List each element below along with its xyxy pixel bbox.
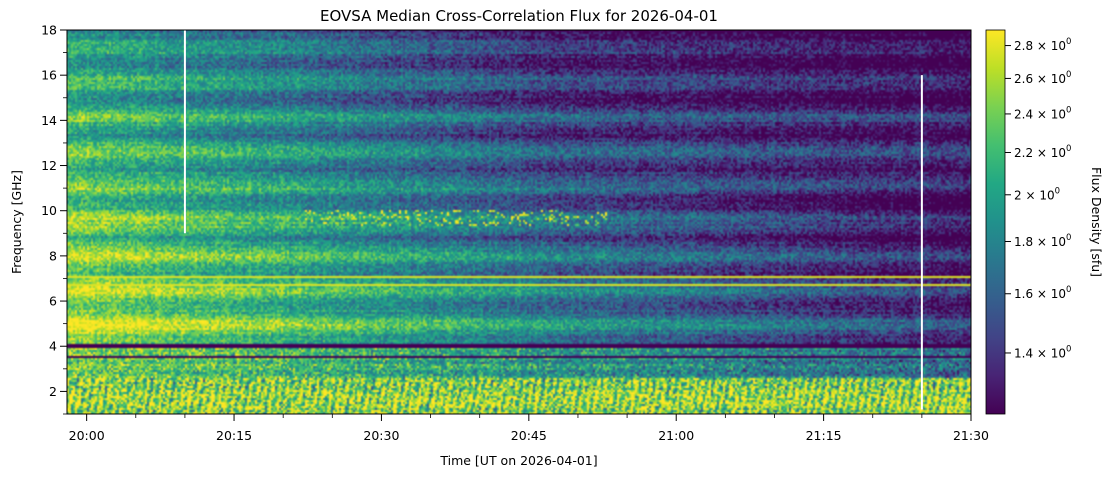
y-tick-label: 6 [49, 294, 57, 309]
x-tick-label: 20:30 [363, 428, 399, 443]
y-tick-label: 8 [49, 248, 57, 263]
x-axis-label: Time [UT on 2026-04-01] [439, 453, 597, 468]
plot-frame [66, 29, 972, 415]
x-tick-label: 20:45 [511, 428, 547, 443]
colorbar-tick-label: 2.4 × 100 [1014, 105, 1071, 121]
y-axis: 2 4 6 8 10 12 14 16 18 [41, 23, 67, 415]
colorbar-ticks: 1.4 × 100 1.6 × 100 1.8 × 100 2 × 100 2.2 × … [1005, 37, 1071, 360]
x-tick-label: 20:15 [216, 428, 252, 443]
colorbar-tick-label: 1.8 × 100 [1014, 233, 1071, 249]
y-axis-label: Frequency [GHz] [9, 170, 24, 274]
x-tick-label: 21:15 [806, 428, 842, 443]
colorbar-tick-label: 1.6 × 100 [1014, 285, 1071, 301]
x-tick-label: 20:00 [69, 428, 105, 443]
x-tick-label: 21:30 [953, 428, 989, 443]
plot-area [66, 29, 972, 415]
y-tick-label: 18 [41, 23, 57, 38]
colorbar-tick-label: 2 × 100 [1014, 186, 1060, 202]
y-tick-label: 4 [49, 339, 57, 354]
y-tick-label: 12 [41, 158, 57, 173]
colorbar-tick-label: 2.6 × 100 [1014, 70, 1071, 86]
colorbar-tick-label: 1.4 × 100 [1014, 344, 1071, 360]
colorbar-gradient [985, 29, 1006, 415]
y-tick-label: 16 [41, 68, 57, 83]
colorbar: 1.4 × 100 1.6 × 100 1.8 × 100 2 × 100 2.2 × … [985, 29, 1071, 415]
x-axis: 20:00 20:15 20:30 20:45 21:00 21:15 21:30 [69, 414, 989, 443]
colorbar-tick-label: 2.8 × 100 [1014, 37, 1071, 53]
x-tick-label: 21:00 [658, 428, 694, 443]
colorbar-tick-label: 2.2 × 100 [1014, 144, 1071, 160]
spectrogram-heatmap [67, 30, 971, 414]
y-tick-label: 14 [41, 113, 57, 128]
colorbar-label: Flux Density [sfu] [1089, 167, 1104, 277]
data-gaps [183, 30, 923, 410]
y-tick-label: 10 [41, 203, 57, 218]
y-tick-label: 2 [49, 384, 57, 399]
chart-title: EOVSA Median Cross-Correlation Flux for … [320, 7, 718, 25]
